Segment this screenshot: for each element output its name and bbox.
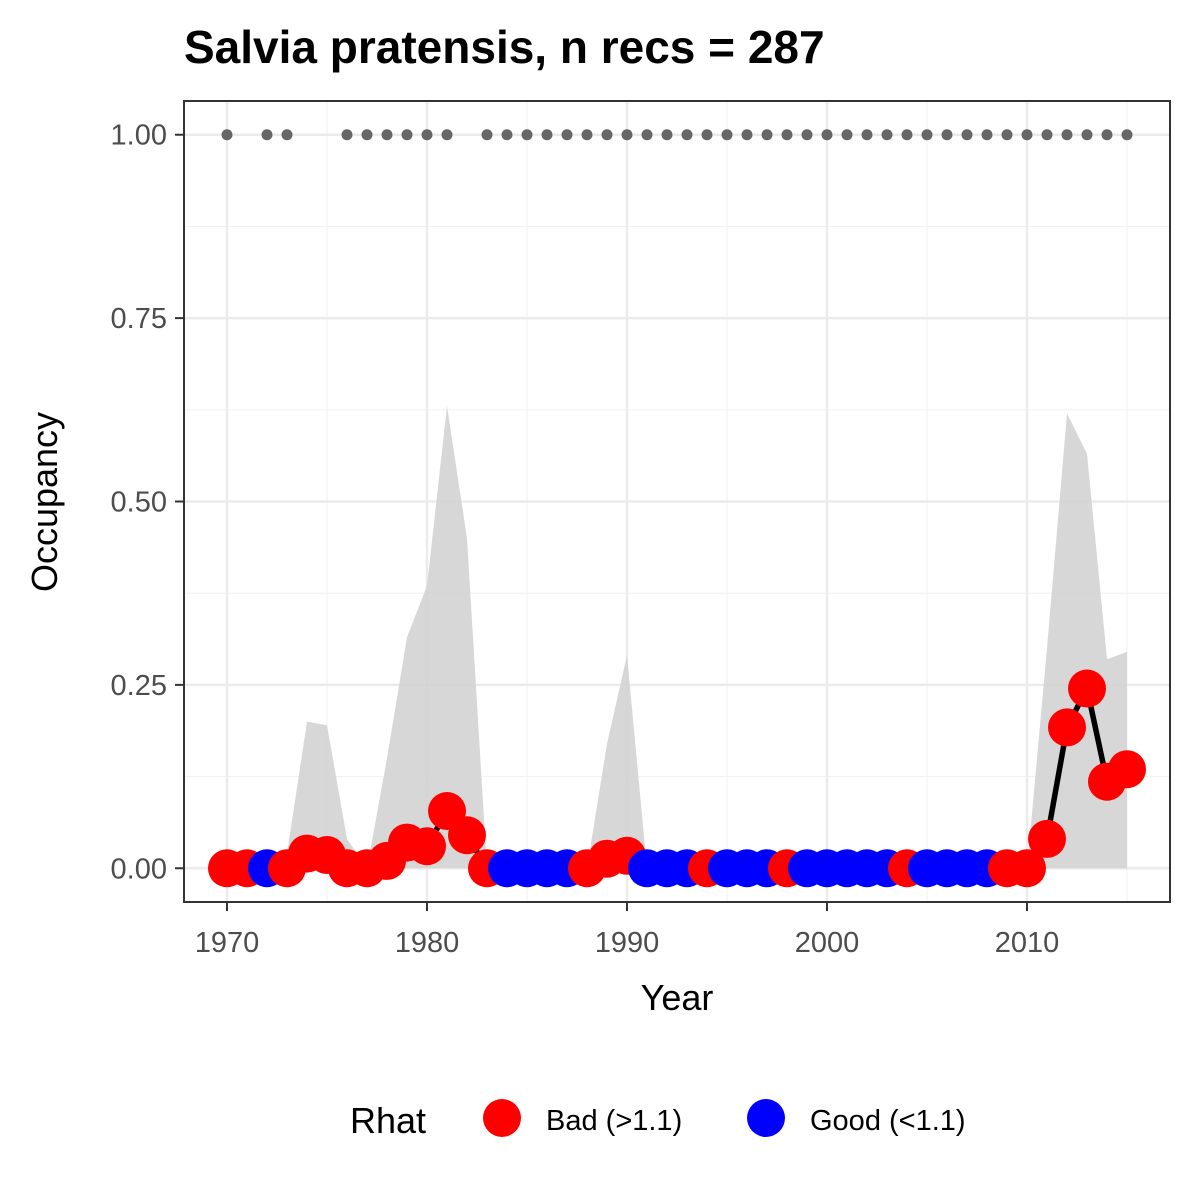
record-dot <box>1061 129 1073 141</box>
occupancy-point <box>1008 849 1046 888</box>
record-dot <box>401 129 413 141</box>
record-dot <box>1101 129 1113 141</box>
record-dot <box>381 129 393 141</box>
record-dot <box>961 129 973 141</box>
record-dot <box>661 129 673 141</box>
occupancy-point <box>408 827 446 866</box>
record-dot <box>1041 129 1053 141</box>
y-axis-title: Occupancy <box>24 412 65 592</box>
record-dot <box>501 129 513 141</box>
legend-title: Rhat <box>350 1100 426 1141</box>
record-dot <box>761 129 773 141</box>
legend: Rhat Bad (>1.1) Good (<1.1) <box>350 1099 966 1141</box>
x-tick-label: 1980 <box>395 927 460 959</box>
record-dot <box>921 129 933 141</box>
record-dot <box>521 129 533 141</box>
record-dot <box>881 129 893 141</box>
record-dot <box>801 129 813 141</box>
occupancy-points-layer <box>208 669 1146 888</box>
record-dot <box>581 129 593 141</box>
record-dot <box>421 129 433 141</box>
record-dot <box>361 129 373 141</box>
record-dots-layer <box>221 129 1133 141</box>
y-tick-label: 0.75 <box>111 303 167 335</box>
occupancy-point <box>448 816 486 855</box>
record-dot <box>221 129 233 141</box>
occupancy-point <box>1028 819 1066 858</box>
record-dot <box>781 129 793 141</box>
record-dot <box>901 129 913 141</box>
record-dot <box>981 129 993 141</box>
chart-title: Salvia pratensis, n recs = 287 <box>184 21 825 73</box>
x-axis-title: Year <box>641 977 714 1018</box>
record-dot <box>741 129 753 141</box>
record-dot <box>601 129 613 141</box>
occupancy-point <box>1068 669 1106 708</box>
x-tick-label: 2000 <box>795 927 860 959</box>
legend-key-bad <box>483 1099 521 1137</box>
x-tick-label: 1970 <box>195 927 260 959</box>
y-tick-label: 0.00 <box>111 853 167 885</box>
record-dot <box>261 129 273 141</box>
occupancy-point <box>1108 750 1146 789</box>
x-tick-label: 1990 <box>595 927 660 959</box>
record-dot <box>341 129 353 141</box>
record-dot <box>441 129 453 141</box>
record-dot <box>1021 129 1033 141</box>
record-dot <box>721 129 733 141</box>
record-dot <box>641 129 653 141</box>
record-dot <box>701 129 713 141</box>
x-tick-label: 2010 <box>995 927 1060 959</box>
record-dot <box>621 129 633 141</box>
confidence-ribbon-layer <box>227 406 1127 869</box>
occupancy-point <box>1048 708 1086 747</box>
legend-key-good <box>747 1099 785 1137</box>
y-tick-label: 0.25 <box>111 670 167 702</box>
record-dot <box>1121 129 1133 141</box>
record-dot <box>481 129 493 141</box>
y-axis-ticks: 0.00 0.25 0.50 0.75 1.00 <box>111 120 184 885</box>
record-dot <box>1001 129 1013 141</box>
record-dot <box>541 129 553 141</box>
legend-label-good: Good (<1.1) <box>810 1105 966 1137</box>
record-dot <box>821 129 833 141</box>
record-dot <box>681 129 693 141</box>
x-axis-ticks: 1970 1980 1990 2000 2010 <box>195 902 1060 959</box>
record-dot <box>561 129 573 141</box>
record-dot <box>941 129 953 141</box>
y-tick-label: 0.50 <box>111 487 167 519</box>
confidence-ribbon <box>227 406 1127 869</box>
record-dot <box>861 129 873 141</box>
record-dot <box>1081 129 1093 141</box>
legend-label-bad: Bad (>1.1) <box>546 1105 682 1137</box>
y-tick-label: 1.00 <box>111 120 167 152</box>
record-dot <box>281 129 293 141</box>
record-dot <box>841 129 853 141</box>
